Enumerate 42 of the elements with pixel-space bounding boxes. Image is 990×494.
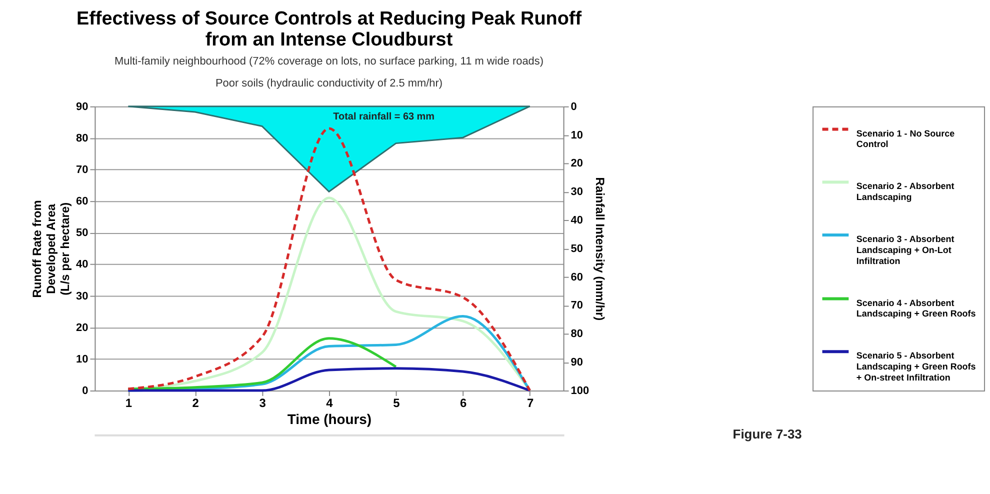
y2-tick-label: 80 bbox=[570, 328, 583, 340]
y-tick-label: 30 bbox=[76, 290, 88, 302]
y2-tick-label: 100 bbox=[570, 384, 590, 397]
x-tick-label: 5 bbox=[393, 396, 400, 410]
y2-tick-label: 40 bbox=[570, 214, 583, 226]
y-tick-label: 20 bbox=[76, 322, 88, 334]
legend-label: Scenario 3 - Absorbent Landscaping + On-Lot Infiltration bbox=[856, 234, 954, 266]
chart-title: Effectivess of Source Controls at Reducing Peak Runoff from an Intense Cloudburst bbox=[76, 8, 582, 51]
y2-tick-label: 70 bbox=[570, 300, 583, 312]
x-tick-label: 7 bbox=[526, 396, 534, 410]
caption: Figure 7-33 bbox=[732, 426, 802, 442]
chart-subtitle: Multi-family neighbourhood (72% coverage on lots, no surface parking, 11 m wide roads) Poor soils (hydraulic conductivity of 2.5 mm/hr) bbox=[114, 55, 544, 90]
y-tick-label: 10 bbox=[76, 353, 88, 366]
y2-tick-label: 60 bbox=[570, 271, 583, 284]
legend-label: Scenario 4 - Absorbent Landscaping + Green Roofs bbox=[856, 298, 976, 319]
y2-tick-label: 0 bbox=[570, 100, 577, 113]
y-tick-label: 50 bbox=[76, 227, 88, 240]
y-axis-title: Runoff Rate from Developed Area (L/s per hectare) bbox=[30, 200, 72, 298]
line-series bbox=[126, 367, 532, 392]
x-tick-label: 4 bbox=[326, 396, 334, 410]
x-tick-label: 6 bbox=[460, 396, 468, 410]
x-tick-label: 1 bbox=[125, 396, 132, 410]
x-tick-label: 3 bbox=[259, 396, 266, 410]
y2-axis-title: Rainfall Intensity (mm/hr) bbox=[593, 177, 608, 321]
x-tick-label: 2 bbox=[192, 396, 200, 410]
legend-label: Scenario 2 - Absorbent Landscaping bbox=[856, 181, 954, 202]
y-tick-label: 0 bbox=[82, 384, 88, 397]
y2-tick-label: 50 bbox=[570, 242, 583, 255]
y-tick-label: 80 bbox=[76, 132, 88, 144]
y-tick-label: 70 bbox=[76, 164, 88, 176]
y2-tick-label: 30 bbox=[570, 186, 583, 198]
y-tick-label: 60 bbox=[76, 196, 88, 208]
y2-tick-label: 90 bbox=[570, 356, 583, 369]
y2-tick-label: 10 bbox=[570, 129, 583, 142]
annotation: Total rainfall = 63 mm bbox=[333, 111, 435, 122]
legend-label: Scenario 5 - Absorbent Landscaping + Green Roofs + On-street Infiltration bbox=[856, 350, 976, 383]
y2-tick-label: 20 bbox=[570, 158, 583, 170]
y-tick-label: 90 bbox=[76, 100, 88, 113]
x-axis-title: Time (hours) bbox=[287, 410, 372, 427]
line-series bbox=[126, 127, 532, 392]
legend-label: Scenario 1 - No Source Control bbox=[856, 128, 955, 150]
y-tick-label: 40 bbox=[76, 258, 88, 271]
